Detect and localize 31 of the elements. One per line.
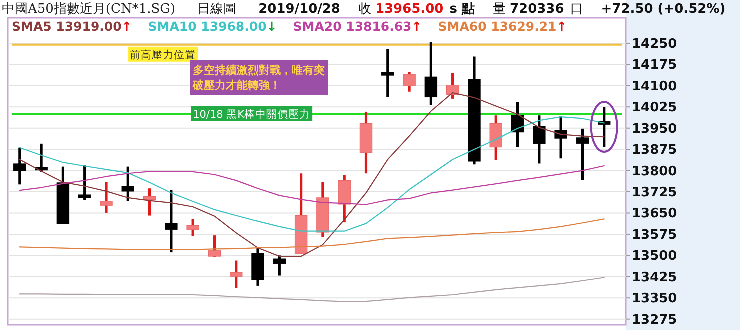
y-tick-label: 13500: [632, 249, 678, 264]
y-tick-label: 13425: [632, 270, 678, 286]
legend-item: SMA5 13919.00↑: [12, 19, 132, 34]
text: 13965.00: [375, 2, 444, 17]
text: 日線圖: [198, 2, 237, 17]
ref-label: 前高壓力位置: [128, 46, 198, 62]
text: 收: [358, 2, 372, 17]
text: +72.50 (+0.52%): [601, 2, 726, 17]
ref-label: 10/18 黑K棒中關價壓力: [191, 106, 313, 122]
y-tick-label: 13800: [632, 164, 678, 180]
y-tick-label: 14175: [632, 58, 678, 74]
y-tick-label: 14025: [632, 100, 678, 116]
text: 2019/10/28: [258, 2, 340, 17]
y-tick-label: 13575: [632, 228, 678, 243]
y-tick-label: 13725: [632, 186, 678, 201]
text: 720336: [510, 2, 564, 17]
y-tick-label: 14100: [632, 79, 678, 94]
text: 口: [570, 2, 584, 17]
y-tick-label: 13875: [632, 143, 678, 158]
legend-item: SMA10 13968.00↓: [148, 19, 278, 34]
legend-item: SMA60 13629.21↑: [438, 19, 568, 34]
y-tick-label: 14250: [632, 36, 678, 52]
y-tick-label: 13650: [632, 206, 678, 222]
y-tick-label: 13350: [632, 292, 678, 307]
chart-title: 中國A50指數近月(CN*1.SG): [2, 2, 176, 17]
text: s 點: [450, 2, 475, 17]
legend-item: SMA20 13816.63↑: [293, 19, 422, 34]
y-tick-label: 13275: [632, 312, 678, 328]
y-tick-label: 13950: [632, 122, 678, 137]
note: 多空持續激烈對戰，唯有突破壓力才能轉強！: [190, 60, 328, 95]
text: 量: [492, 2, 506, 17]
